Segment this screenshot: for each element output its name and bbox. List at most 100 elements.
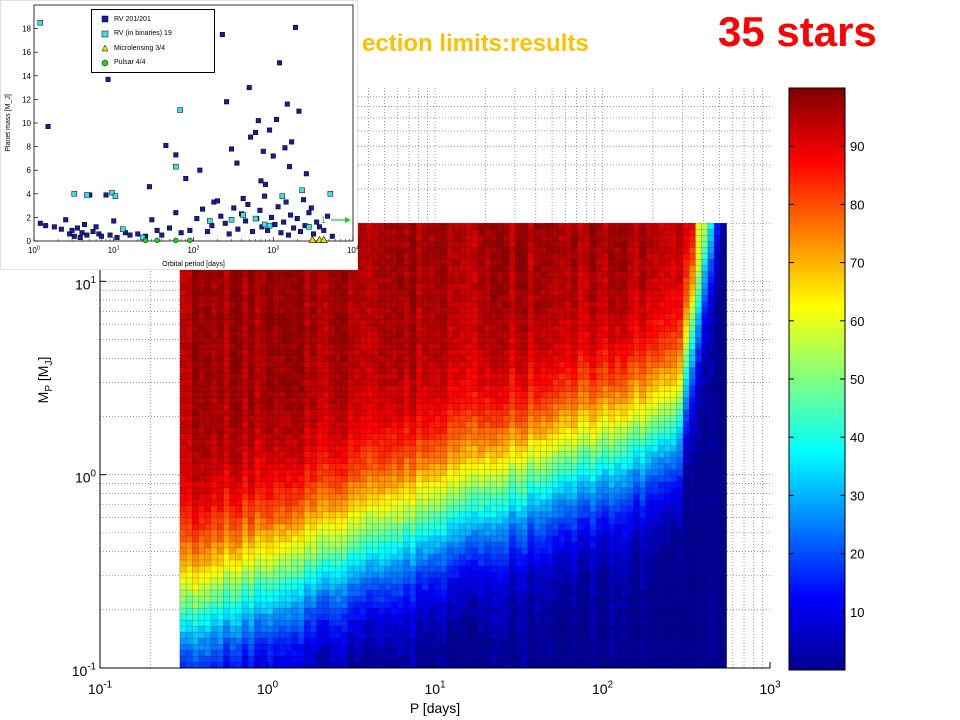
heatmap-cell (415, 240, 423, 248)
heatmap-cell (328, 331, 336, 338)
heatmap-cell (446, 409, 454, 416)
heatmap-cell (571, 367, 578, 374)
heatmap-cell (223, 619, 231, 627)
heatmap-cell (558, 529, 566, 537)
heatmap-cell (223, 415, 231, 422)
heatmap-cell (546, 655, 553, 663)
heatmap-cell (428, 313, 435, 320)
heatmap-cell (310, 565, 317, 573)
heatmap-cell (539, 403, 547, 410)
heatmap-cell (397, 367, 404, 374)
heatmap-cell (515, 403, 522, 410)
heatmap-cell (272, 391, 280, 398)
heatmap-cell (384, 559, 392, 567)
heatmap-cell (502, 409, 510, 416)
heatmap-cell (558, 637, 566, 645)
heatmap-cell (527, 439, 535, 446)
heatmap-cell (453, 433, 460, 440)
heatmap-cell (397, 265, 404, 272)
heatmap-cell (453, 631, 460, 639)
heatmap-cell (322, 559, 330, 567)
heatmap-cell (291, 331, 299, 338)
heatmap-cell (453, 655, 460, 663)
heatmap-cell (384, 529, 392, 537)
heatmap-cell (248, 361, 255, 368)
heatmap-cell (179, 547, 187, 555)
heatmap-cell (502, 601, 510, 609)
heatmap-cell (347, 475, 355, 483)
heatmap-cell (341, 283, 349, 290)
heatmap-cell (434, 271, 442, 278)
heatmap-cell (359, 331, 367, 338)
heatmap-cell (496, 625, 504, 633)
heatmap-cell (409, 565, 417, 573)
heatmap-cell (192, 433, 199, 440)
heatmap-cell (465, 523, 473, 531)
heatmap-cell (198, 547, 206, 555)
heatmap-cell (241, 589, 249, 597)
heatmap-cell (415, 607, 423, 615)
heatmap-cell (465, 301, 473, 308)
heatmap-cell (508, 565, 516, 573)
heatmap-cell (589, 565, 597, 573)
heatmap-cell (533, 625, 541, 633)
heatmap-cell (453, 505, 460, 513)
heatmap-cell (496, 661, 504, 669)
heatmap-cell (527, 523, 535, 531)
heatmap-cell (347, 295, 355, 302)
heatmap-cell (297, 565, 305, 573)
heatmap-cell (279, 589, 286, 597)
heatmap-cell (440, 234, 448, 242)
heatmap-cell (279, 541, 286, 549)
heatmap-cell (446, 331, 454, 338)
heatmap-cell (384, 631, 392, 639)
heatmap-cell (459, 481, 467, 489)
heatmap-cell (378, 301, 386, 308)
heatmap-cell (465, 469, 473, 477)
heatmap-cell (409, 433, 417, 440)
heatmap-cell (446, 427, 454, 434)
heatmap-cell (266, 595, 274, 603)
heatmap-cell (440, 301, 448, 308)
heatmap-cell (372, 246, 380, 254)
heatmap-cell (459, 427, 467, 434)
heatmap-cell (279, 397, 286, 404)
heatmap-cell (390, 523, 398, 531)
heatmap-cell (515, 499, 522, 507)
heatmap-cell (204, 547, 212, 555)
heatmap-cell (421, 445, 429, 452)
heatmap-cell (558, 493, 566, 501)
heatmap-cell (359, 349, 367, 356)
heatmap-cell (502, 571, 510, 579)
heatmap-cell (179, 325, 187, 332)
heatmap-cell (279, 559, 286, 567)
heatmap-cell (241, 547, 249, 555)
heatmap-cell (459, 415, 467, 422)
heatmap-cell (204, 457, 212, 464)
heatmap-cell (583, 457, 591, 464)
heatmap-cell (303, 277, 311, 284)
heatmap-cell (583, 619, 591, 627)
heatmap-cell (459, 385, 467, 392)
heatmap-cell (459, 445, 467, 452)
heatmap-cell (397, 361, 404, 368)
heatmap-cell (192, 427, 199, 434)
heatmap-cell (359, 391, 367, 398)
heatmap-cell (210, 421, 218, 428)
heatmap-cell (335, 595, 342, 603)
heatmap-cell (322, 313, 330, 320)
heatmap-cell (359, 529, 367, 537)
heatmap-cell (521, 655, 529, 663)
heatmap-cell (539, 619, 547, 627)
heatmap-cell (248, 493, 255, 501)
heatmap-cell (577, 655, 585, 663)
heatmap-cell (353, 517, 361, 525)
heatmap-cell (558, 487, 566, 495)
heatmap-cell (328, 379, 336, 386)
heatmap-cell (303, 535, 311, 543)
heatmap-cell (484, 613, 491, 621)
heatmap-cell (440, 523, 448, 531)
heatmap-cell (527, 511, 535, 519)
heatmap-cell (353, 475, 361, 483)
heatmap-cell (465, 331, 473, 338)
